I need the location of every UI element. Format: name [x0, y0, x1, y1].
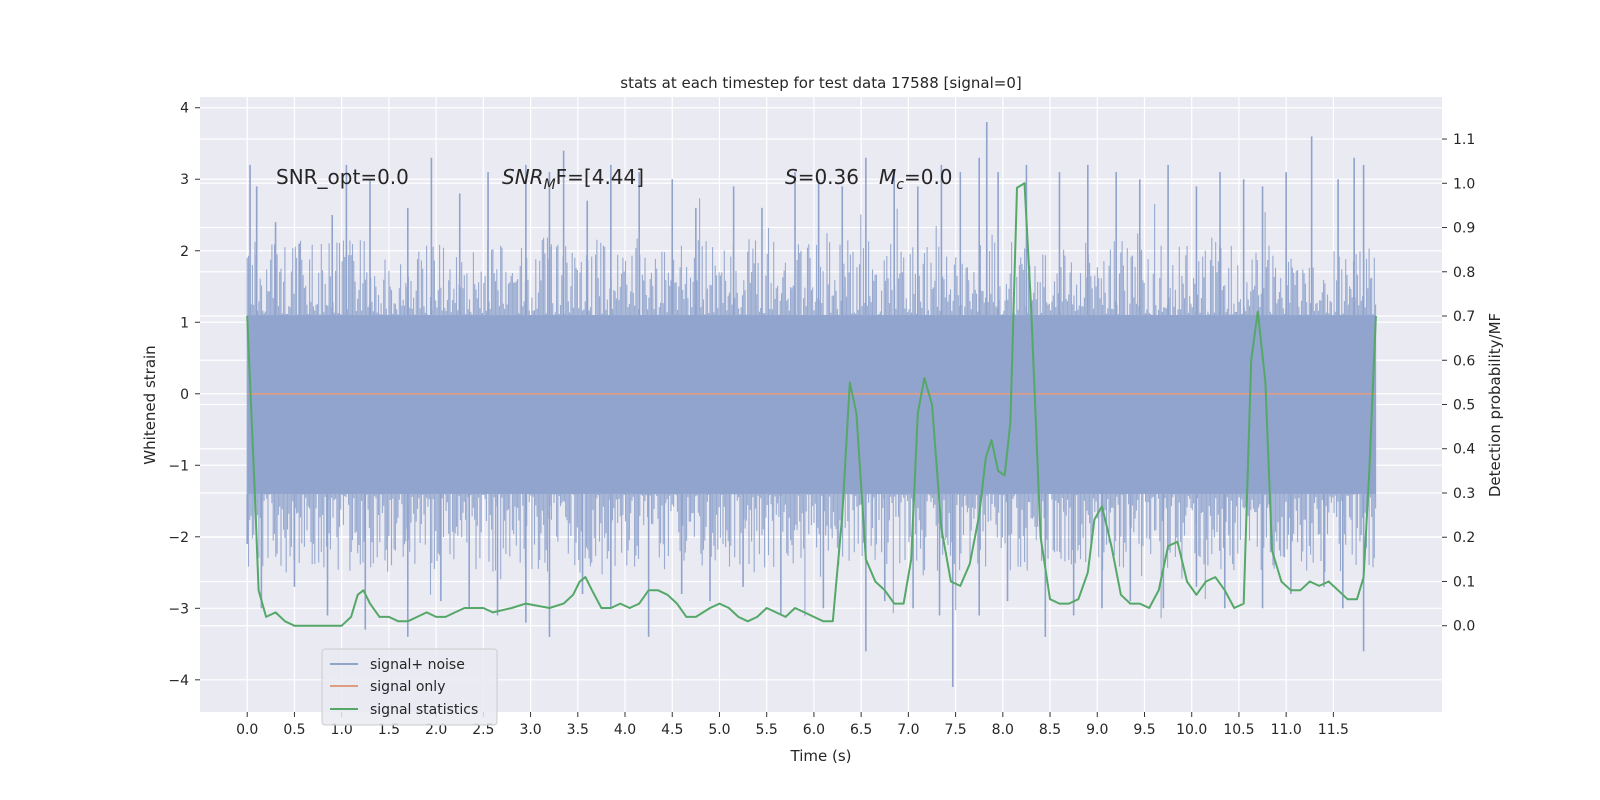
y-tick-label-left: 0 [180, 387, 189, 403]
annotation-s: S=0.36 [785, 165, 859, 189]
x-tick-label: 2.0 [425, 722, 447, 738]
y-tick-label-right: 0.9 [1453, 221, 1475, 237]
annotation-snr-mf: SNRMF=[4.44] [502, 165, 644, 193]
y-tick-label-left: −3 [168, 601, 189, 617]
x-tick-label: 3.5 [567, 722, 589, 738]
y-tick-label-right: 0.4 [1453, 442, 1475, 458]
x-tick-label: 2.5 [472, 722, 494, 738]
y-tick-label-right: 0.2 [1453, 530, 1475, 546]
x-tick-label: 9.0 [1086, 722, 1108, 738]
y-tick-label-right: 0.8 [1453, 265, 1475, 281]
y-tick-label-left: −1 [168, 458, 189, 474]
x-tick-label: 7.0 [897, 722, 919, 738]
annotation-mc-subscript: c [896, 177, 904, 193]
x-tick-label: 11.5 [1318, 722, 1349, 738]
x-tick-label: 1.0 [331, 722, 353, 738]
x-tick-label: 0.0 [236, 722, 258, 738]
x-axis-label: Time (s) [790, 747, 852, 765]
x-tick-label: 9.5 [1133, 722, 1155, 738]
annotation-mc: Mc=0.0 [879, 165, 953, 193]
x-tick-label: 7.5 [944, 722, 966, 738]
x-tick-label: 10.0 [1176, 722, 1207, 738]
x-tick-label: 10.5 [1223, 722, 1254, 738]
annotation-s-value: =0.36 [798, 165, 859, 189]
y-tick-label-right: 0.3 [1453, 486, 1475, 502]
x-tick-label: 3.0 [519, 722, 541, 738]
y-tick-label-left: −4 [168, 673, 189, 689]
signal-noise-series [246, 122, 1377, 687]
x-tick-label: 8.5 [1039, 722, 1061, 738]
y-tick-label-left: 3 [180, 172, 189, 188]
x-tick-label: 6.5 [850, 722, 872, 738]
y-tick-label-right: 0.1 [1453, 574, 1475, 590]
annotation-mc-value: =0.0 [904, 165, 953, 189]
signal-statistics-series [246, 182, 1377, 627]
y-tick-label-left: −2 [168, 530, 189, 546]
annotation-snr-opt: SNR_opt=0.0 [276, 165, 409, 189]
x-tick-label: 5.0 [708, 722, 730, 738]
x-tick-label: 0.5 [283, 722, 305, 738]
annotation-snr-mf-symbol: SNR [502, 165, 544, 189]
axis-ticks: 0.0 0.5 1.0 1.5 2.0 2.5 3.0 3.5 4.0 4.5 5.0 5.5 6.0 6… [168, 101, 1475, 738]
x-tick-label: 8.0 [992, 722, 1014, 738]
y-tick-label-left: 2 [180, 244, 189, 260]
x-tick-label: 6.0 [803, 722, 825, 738]
legend: signal+ noise signal only signal statist… [321, 648, 498, 726]
annotation-mc-symbol: M [879, 165, 896, 189]
y-tick-label-left: 1 [180, 315, 189, 331]
chart-title: stats at each timestep for test data 175… [620, 74, 1021, 92]
y-tick-label-right: 0.7 [1453, 309, 1475, 325]
y-axis-label-left: Whitened strain [141, 345, 159, 464]
annotation-snr-mf-subscript: M [544, 177, 556, 193]
signal-statistics-line [246, 182, 1377, 627]
x-tick-label: 4.0 [614, 722, 636, 738]
x-tick-label: 11.0 [1271, 722, 1302, 738]
y-axis-label-right: Detection probability/MF [1486, 313, 1504, 497]
x-tick-label: 4.5 [661, 722, 683, 738]
x-tick-label: 5.5 [756, 722, 778, 738]
y-tick-label-right: 0.5 [1453, 398, 1475, 414]
legend-label-signal-statistics: signal statistics [370, 702, 478, 718]
legend-label-signal-noise: signal+ noise [370, 657, 465, 673]
y-tick-label-right: 0.0 [1453, 619, 1475, 635]
x-tick-label: 1.5 [378, 722, 400, 738]
annotation-s-symbol: S [785, 165, 798, 189]
y-tick-label-right: 0.6 [1453, 353, 1475, 369]
annotation-snr-mf-value: F=[4.44] [556, 165, 644, 189]
y-tick-label-right: 1.0 [1453, 176, 1475, 192]
legend-label-signal-only: signal only [370, 679, 445, 695]
y-tick-label-left: 4 [180, 101, 189, 117]
y-tick-label-right: 1.1 [1453, 132, 1475, 148]
legend-box [321, 648, 498, 726]
